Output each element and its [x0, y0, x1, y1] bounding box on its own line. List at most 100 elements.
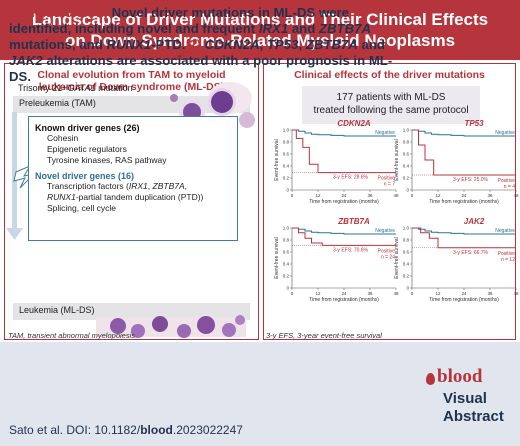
positive-label: Positive — [497, 178, 515, 184]
citation-journal: blood — [140, 423, 173, 437]
positive-label: Positive — [377, 248, 395, 254]
y-tick-label: 0 — [286, 286, 289, 291]
conclusion-comma: , — [298, 37, 306, 52]
brand-blood: blood — [437, 366, 483, 387]
y-tick-label: 1.0 — [403, 226, 410, 231]
y-tick-label: 0.4 — [283, 262, 290, 267]
preleukemia-label: Preleukemia (TAM) — [19, 98, 96, 108]
positive-curve — [292, 129, 396, 174]
x-tick-label: 12 — [315, 193, 321, 198]
y-tick-label: 0.8 — [403, 238, 410, 243]
y-tick-label: 0 — [406, 286, 409, 291]
x-tick-label: 48 — [513, 291, 519, 296]
conclusion-part-3: -PTD. — [151, 37, 190, 52]
conclusion-gene-runx1: RUNX1 — [106, 37, 152, 52]
y-tick-label: 0.2 — [403, 176, 410, 181]
conclusion-text: Conclusions: 1) Novel driver mutations i… — [9, 5, 411, 85]
positive-n-label: n = 4 — [504, 184, 515, 190]
trisomy-gata1-text: Trisomy 21+GATA1 mutation — [18, 83, 133, 93]
tam-footnote: TAM, transient abnormal myelopoiesis — [8, 331, 135, 340]
known-driver-item: Tyrosine kinases, RAS pathway — [47, 155, 167, 165]
cohort-box: 177 patients with ML-DS treated followin… — [302, 86, 480, 124]
y-tick-label: 0.2 — [403, 274, 410, 279]
novel-item-suffix: , — [184, 181, 188, 191]
y-tick-label: 0.4 — [403, 262, 410, 267]
conclusion-number-2: 2) — [189, 37, 201, 52]
zbtb7a-gene: ZBTB7A — [152, 181, 185, 191]
x-tick-label: 48 — [393, 291, 399, 296]
y-tick-label: 0.6 — [283, 250, 290, 255]
clinical-effects-title: Clinical effects of the driver mutations — [294, 69, 485, 81]
clonal-evolution-title-line-1: Clonal evolution from TAM to myeloid — [37, 69, 226, 81]
irx1-gene: IRX1 — [128, 181, 148, 191]
efs-annotation: 3-y EFS: 28.6% — [333, 175, 369, 181]
y-tick-label: 0.6 — [283, 152, 290, 157]
ml-ds-leukemia-cells-image — [96, 315, 246, 338]
known-driver-item: Epigenetic regulators — [47, 144, 127, 154]
y-axis-label: Event-free survival — [274, 237, 280, 278]
conclusion-gene-zbtb7a-2: ZBTB7A — [305, 37, 358, 52]
conclusion-and: and — [288, 21, 319, 36]
y-tick-label: 1.0 — [283, 128, 290, 133]
blood-visual-abstract-logo: blood Visual Abstract — [419, 366, 516, 432]
positive-label: Positive — [377, 176, 395, 182]
positive-n-label: n = 24 — [381, 254, 395, 260]
x-tick-label: 12 — [315, 291, 321, 296]
brand-abstract: Abstract — [443, 408, 504, 425]
novel-drivers-title: Novel driver genes (16) — [35, 171, 135, 181]
novel-item-prefix: Transcription factors ( — [47, 181, 129, 191]
negative-curve — [292, 227, 396, 235]
positive-curve — [412, 129, 516, 176]
conclusion-part-2: mutations, and — [9, 37, 107, 52]
title-banner: Landscape of Driver Mutations and Their … — [0, 0, 520, 60]
y-axis-label: Event-free survival — [394, 237, 400, 278]
x-tick-label: 12 — [435, 193, 441, 198]
negative-curve — [412, 129, 516, 137]
x-tick-label: 36 — [487, 193, 493, 198]
efs-annotation: 3-y EFS: 25.0% — [453, 177, 489, 183]
conclusion-label: Conclusions: — [9, 5, 93, 20]
blood-drop-icon — [426, 373, 435, 385]
conclusion-and: and — [357, 37, 385, 52]
y-tick-label: 0.8 — [283, 140, 290, 145]
x-tick-label: 24 — [341, 193, 347, 198]
y-tick-label: 0.8 — [283, 238, 290, 243]
chart-title: CDKN2A — [337, 119, 371, 128]
title-line-2: on Down Syndrome-Related Myeloid Neoplas… — [64, 31, 456, 50]
x-axis-label: Time from registration (months) — [429, 297, 499, 303]
y-tick-label: 0 — [406, 188, 409, 193]
conclusion-comma: , — [259, 37, 267, 52]
x-tick-label: 24 — [461, 291, 467, 296]
leukemia-stage-bar: Leukemia (ML-DS) — [13, 303, 250, 320]
known-drivers-title: Known driver genes (26) — [35, 123, 140, 133]
gata1-gene: GATA1 — [67, 83, 96, 93]
conclusion-number-1: 1) — [96, 5, 108, 20]
x-tick-label: 0 — [411, 291, 414, 296]
trisomy-suffix: mutation — [95, 83, 133, 93]
positive-n-label: n = 7 — [384, 182, 395, 188]
evolution-arrow-head — [6, 228, 23, 240]
efs-footnote: 3-y EFS, 3-year event-free survival — [266, 331, 382, 340]
x-tick-label: 36 — [367, 291, 373, 296]
cohort-line-1: 177 patients with ML-DS — [336, 92, 446, 103]
title-line-1: Landscape of Driver Mutations and Their … — [31, 10, 489, 29]
x-tick-label: 12 — [435, 291, 441, 296]
chart-title: JAK2 — [464, 217, 485, 226]
chart-title: ZBTB7A — [337, 217, 370, 226]
x-tick-label: 0 — [291, 193, 294, 198]
novel-driver-item: Transcription factors (IRX1, ZBTB7A, — [47, 181, 237, 192]
citation: Sato et al. DOI: 10.1182/blood.202302224… — [9, 423, 243, 437]
brand-visual: Visual — [443, 390, 487, 407]
clonal-evolution-title: Clonal evolution from TAM to myeloid leu… — [5, 69, 258, 93]
clonal-evolution-title-line-2: leukemia of Down syndrome (ML-DS) — [38, 81, 225, 93]
negative-label: Negative — [495, 130, 515, 136]
negative-label: Negative — [375, 228, 395, 234]
y-tick-label: 0.6 — [403, 152, 410, 157]
x-axis-label: Time from registration (months) — [429, 199, 499, 205]
citation-prefix: Sato et al. DOI: 10.1182/ — [9, 423, 141, 437]
y-tick-label: 0.2 — [283, 274, 290, 279]
x-tick-label: 48 — [513, 193, 519, 198]
tam-blast-cells-image — [170, 82, 255, 128]
